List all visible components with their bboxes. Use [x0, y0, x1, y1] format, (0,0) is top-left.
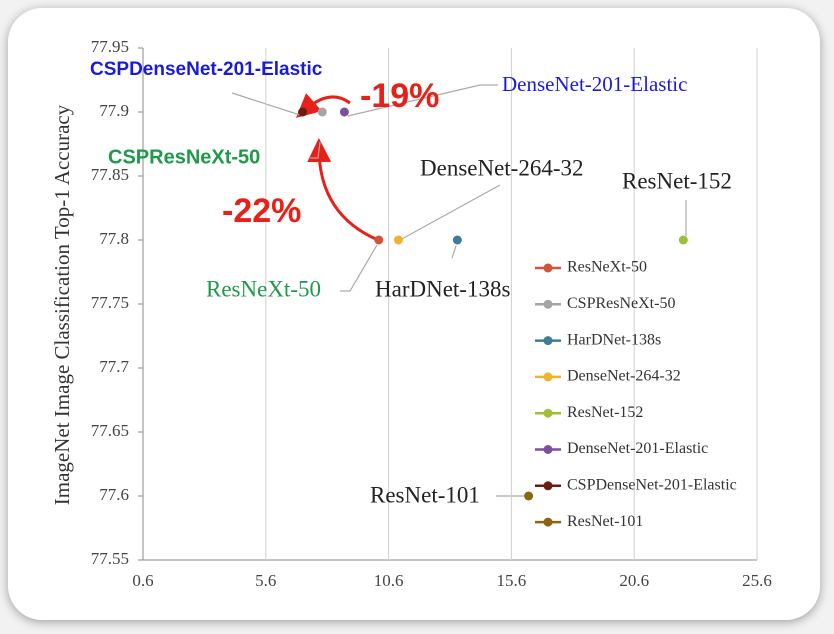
x-tick-label: 10.6 [374, 571, 404, 590]
legend-marker [543, 445, 553, 454]
legend-label: ResNet-152 [567, 404, 643, 421]
point [678, 235, 688, 245]
legend-label: ResNeXt-50 [567, 259, 647, 276]
x-tick-label: 0.6 [132, 571, 153, 590]
x-tick-label: 5.6 [255, 571, 276, 590]
point [524, 491, 534, 501]
legend-marker [543, 299, 553, 309]
annotation: HarDNet-138s [375, 276, 510, 301]
legend-marker [543, 336, 553, 346]
legend-marker [543, 408, 553, 418]
legend-marker [543, 372, 553, 382]
y-tick-label: 77.85 [91, 165, 129, 184]
y-tick-label: 77.75 [91, 293, 129, 312]
y-tick-label: 77.55 [91, 549, 129, 568]
annotation: ResNeXt-50 [206, 276, 321, 301]
x-tick-label: 25.6 [742, 571, 772, 590]
legend-marker [543, 263, 553, 273]
point [298, 107, 308, 117]
y-tick-label: 77.95 [91, 37, 129, 56]
legend-label: HarDNet-138s [567, 331, 661, 348]
legend-label: DenseNet-201-Elastic [567, 440, 708, 457]
y-tick-label: 77.6 [99, 485, 129, 504]
annotation: -22% [222, 192, 301, 230]
legend-label: ResNet-101 [567, 513, 643, 530]
annotation: DenseNet-264-32 [420, 155, 584, 180]
point [339, 107, 349, 117]
legend-marker [543, 481, 553, 491]
annotation: -19% [360, 77, 439, 115]
annotation: CSPResNeXt-50 [108, 146, 260, 168]
annotation: ResNet-101 [370, 482, 480, 507]
legend-marker [543, 517, 553, 527]
x-tick-label: 20.6 [619, 571, 649, 590]
legend-label: CSPDenseNet-201-Elastic [567, 476, 737, 493]
y-axis-title: ImageNet Image Classification Top-1 Accu… [50, 104, 74, 505]
annotation: CSPDenseNet-201-Elastic [90, 59, 323, 80]
point [317, 107, 327, 117]
point [393, 235, 403, 245]
point [374, 235, 384, 245]
leader-lines [231, 84, 687, 497]
annotation: DenseNet-201-Elastic [502, 72, 687, 96]
y-tick-label: 77.8 [99, 229, 129, 248]
legend-label: CSPResNeXt-50 [567, 295, 675, 312]
legend-label: DenseNet-264-32 [567, 368, 681, 385]
point [452, 235, 462, 245]
y-tick-label: 77.7 [99, 357, 129, 376]
x-tick-label: 15.6 [497, 571, 527, 590]
annotation: ResNet-152 [622, 168, 732, 193]
y-tick-label: 77.9 [99, 101, 129, 120]
y-tick-label: 77.65 [91, 421, 129, 440]
arrow [295, 93, 351, 118]
arrow [307, 138, 379, 242]
